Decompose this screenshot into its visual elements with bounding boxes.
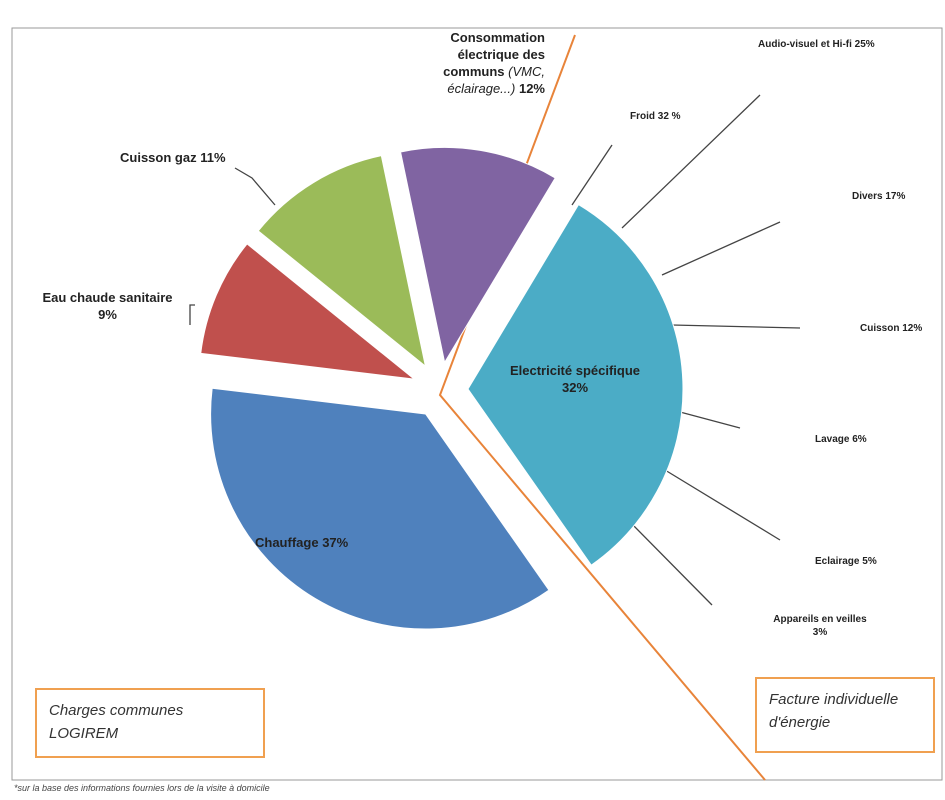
pie-slice <box>200 243 416 380</box>
category: Eau chaude sanitaire <box>42 290 173 305</box>
value-label: 9% <box>98 306 117 322</box>
separator <box>438 34 766 781</box>
value-label: 37% <box>322 535 349 550</box>
pie-slice <box>399 146 556 364</box>
category: Chauffage <box>255 535 319 550</box>
value-label: 11% <box>200 150 226 165</box>
breakdown-label: Lavage 6% <box>815 434 867 445</box>
slice-label: Electricité spécifique 32% <box>490 363 660 397</box>
value-label: 12% <box>518 80 545 96</box>
footnote: *sur la base des informations fournies l… <box>14 783 270 793</box>
pie-slice <box>257 155 427 368</box>
category: Consommation électrique des communs <box>443 30 545 79</box>
breakdown-label: Eclairage 5% <box>815 556 877 567</box>
slice-label: Chauffage 37% <box>255 535 348 552</box>
slice-label: Consommation électrique des communs (VMC… <box>405 30 545 98</box>
breakdown-label: Audio-visuel et Hi-fi 25% <box>758 39 875 50</box>
slice-label: Cuisson gaz 11% <box>120 150 226 167</box>
frame <box>11 27 943 781</box>
note-box: Charges communes LOGIREM <box>35 688 265 758</box>
breakdown-label: Cuisson 12% <box>860 323 923 334</box>
leader-lines <box>189 94 801 606</box>
breakdown-label: Froid 32 % <box>630 111 681 122</box>
value-label: 32% <box>561 379 589 395</box>
slice-label: Eau chaude sanitaire 9% <box>20 290 195 324</box>
category: Electricité spécifique <box>509 363 641 378</box>
pie-slice <box>210 387 550 630</box>
pie-slice <box>467 203 684 566</box>
note-box: Facture individuelle d'énergie <box>755 677 935 753</box>
breakdown-label: Appareils en veilles 3% <box>773 614 867 638</box>
annotation: (VMC, éclairage...) <box>447 63 545 96</box>
breakdown-label: Divers 17% <box>852 191 906 202</box>
category: Cuisson gaz <box>120 150 197 165</box>
